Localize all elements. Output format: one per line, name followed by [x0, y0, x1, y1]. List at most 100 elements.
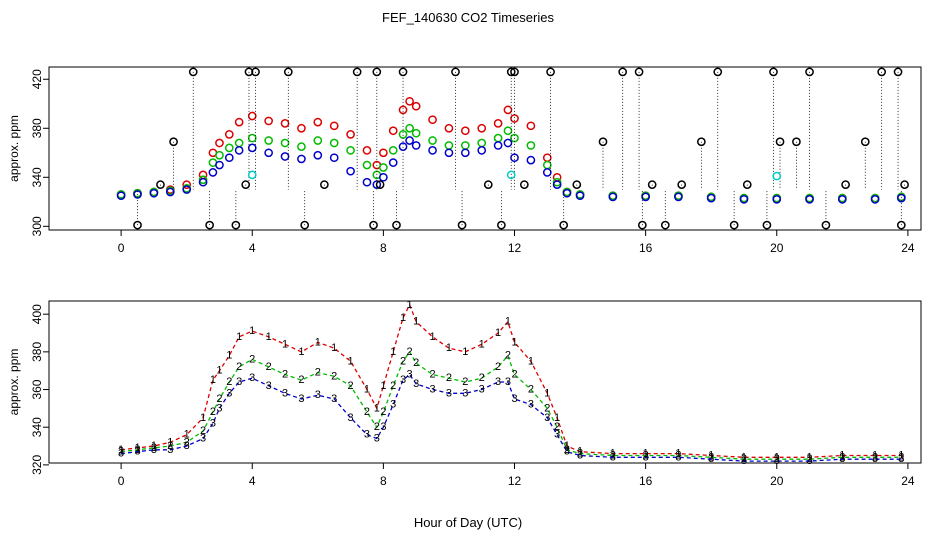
point-label: 1 — [446, 342, 452, 354]
data-point — [428, 136, 437, 145]
point-label: 2 — [528, 384, 534, 396]
point-label: 3 — [216, 402, 222, 414]
point-label: 2 — [554, 421, 560, 433]
point-label: 2 — [610, 449, 616, 461]
point-label: 3 — [446, 387, 452, 399]
point-label: 2 — [134, 444, 140, 456]
data-point — [346, 145, 355, 155]
data-point — [546, 67, 555, 77]
data-point — [526, 155, 536, 165]
point-label: 3 — [544, 412, 550, 424]
point-label: 3 — [348, 412, 354, 424]
data-point — [503, 126, 513, 136]
point-label: 3 — [610, 451, 616, 463]
data-point — [460, 148, 470, 158]
point-label: 2 — [210, 406, 216, 418]
data-point — [369, 220, 378, 230]
point-label: 1 — [898, 449, 904, 461]
point-label: 1 — [226, 350, 232, 362]
data-point — [805, 67, 814, 77]
data-point — [713, 67, 723, 77]
x-tick-label: 0 — [118, 474, 125, 488]
point-label: 2 — [236, 361, 242, 373]
data-point — [896, 220, 906, 230]
point-label: 3 — [462, 387, 468, 399]
data-point — [877, 67, 887, 77]
y-tick-label: 340 — [30, 417, 44, 437]
data-point — [251, 67, 260, 77]
point-label: 3 — [407, 368, 413, 380]
point-label: 2 — [364, 406, 370, 418]
data-point — [742, 180, 752, 190]
point-label: 1 — [374, 402, 380, 414]
point-label: 2 — [462, 376, 468, 388]
point-label: 2 — [872, 451, 878, 463]
point-label: 2 — [374, 421, 380, 433]
data-point — [641, 192, 650, 202]
point-label: 2 — [774, 453, 780, 465]
series-line-3 — [121, 373, 902, 462]
point-label: 2 — [675, 449, 681, 461]
series-outliers — [133, 67, 909, 230]
x-tick-label: 16 — [639, 241, 653, 255]
data-point — [313, 117, 323, 127]
point-label: 2 — [544, 402, 550, 414]
data-point — [608, 192, 618, 202]
data-point — [638, 220, 647, 230]
data-point — [247, 111, 257, 121]
data-point — [428, 145, 437, 155]
point-label: 1 — [554, 412, 560, 424]
data-point — [116, 191, 126, 201]
data-point — [411, 128, 421, 138]
point-label: 1 — [610, 448, 616, 460]
data-point — [297, 142, 306, 152]
data-point — [677, 180, 687, 190]
data-point — [405, 123, 414, 133]
data-point — [618, 67, 628, 77]
point-label: 3 — [134, 446, 140, 458]
point-label: 1 — [479, 338, 485, 350]
point-label: 1 — [741, 451, 747, 463]
point-label: 1 — [872, 449, 878, 461]
plot-frame — [48, 66, 922, 231]
data-point — [893, 67, 903, 77]
x-tick-label: 12 — [508, 474, 522, 488]
data-point — [860, 137, 870, 147]
data-point — [510, 114, 519, 123]
point-label: 2 — [400, 355, 406, 367]
point-label: 1 — [564, 440, 570, 452]
data-point — [224, 143, 234, 153]
data-point — [477, 123, 487, 133]
point-label: 3 — [554, 429, 560, 441]
y-tick-label: 300 — [30, 216, 44, 236]
point-label: 2 — [806, 453, 812, 465]
data-point — [444, 148, 454, 158]
data-point — [493, 119, 503, 128]
point-label: 3 — [151, 444, 157, 456]
point-label: 3 — [505, 376, 511, 388]
x-tick-label: 4 — [249, 241, 256, 255]
data-point — [562, 188, 572, 198]
point-label: 2 — [708, 451, 714, 463]
data-point — [405, 136, 414, 145]
point-label: 1 — [210, 374, 216, 386]
point-label: 1 — [495, 327, 501, 339]
point-label: 1 — [577, 446, 583, 458]
data-point — [398, 130, 408, 139]
data-point — [900, 180, 909, 190]
point-label: 2 — [266, 361, 272, 373]
point-label: 2 — [446, 372, 452, 384]
data-point — [346, 166, 355, 176]
point-label: 3 — [374, 433, 380, 445]
point-label: 3 — [282, 387, 288, 399]
data-point — [388, 145, 398, 155]
point-label: 3 — [226, 387, 232, 399]
data-point — [156, 180, 165, 190]
x-tick-label: 4 — [249, 474, 256, 488]
series-special — [247, 170, 782, 181]
x-tick-label: 12 — [508, 241, 522, 255]
point-label: 3 — [708, 453, 714, 465]
data-point — [506, 170, 516, 180]
point-label: 1 — [400, 312, 406, 324]
chart-title: FEF_140630 CO2 Timeseries — [382, 10, 554, 25]
